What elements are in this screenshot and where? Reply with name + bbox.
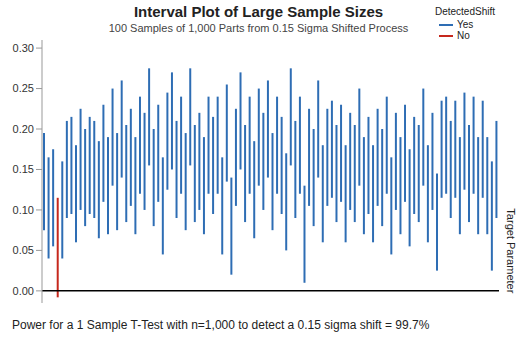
html-text:Yes: Yes (457, 19, 474, 30)
html-text:Power for a 1 Sample T-Test wi: Power for a 1 Sample T-Test with n=1,000… (12, 318, 430, 332)
svg-text:Target Parameter: Target Parameter (505, 208, 509, 293)
html-text:100 Samples of 1,000 Parts fro: 100 Samples of 1,000 Parts from 0.15 Sig… (108, 22, 409, 34)
svg-text:0.00: 0.00 (13, 285, 34, 297)
svg-text:0.05: 0.05 (13, 244, 34, 256)
svg-text:0.30: 0.30 (13, 42, 34, 54)
html-text:No: No (457, 30, 470, 41)
svg-text:0.15: 0.15 (13, 163, 34, 175)
svg-text:0.20: 0.20 (13, 123, 34, 135)
html-text:Interval Plot of Large Sample: Interval Plot of Large Sample Sizes (133, 3, 384, 20)
svg-text:0.10: 0.10 (13, 204, 34, 216)
html-text:DetectedShift: DetectedShift (435, 6, 495, 17)
svg-text:0.25: 0.25 (13, 82, 34, 94)
